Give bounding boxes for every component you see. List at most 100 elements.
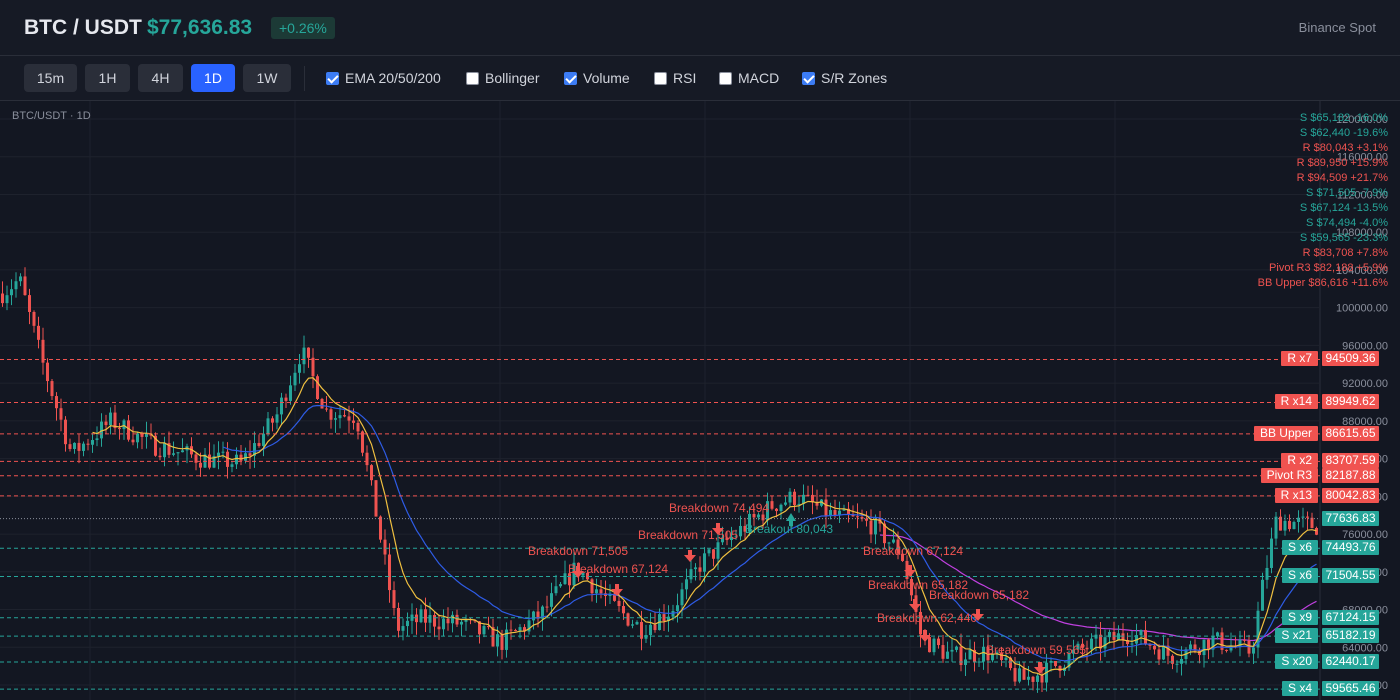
candle-body (136, 433, 139, 443)
level-type-tag: S x4 (1281, 681, 1318, 697)
candle-body (491, 627, 495, 647)
timeframe-1w-button[interactable]: 1W (243, 64, 291, 92)
candle-body (131, 439, 135, 443)
candle-body (334, 418, 337, 420)
y-tick-label: 64000.00 (1342, 642, 1388, 654)
candle-body (397, 608, 400, 631)
candle-body (1103, 637, 1107, 649)
toggle-ema-label: EMA 20/50/200 (345, 70, 441, 86)
candle-body (347, 416, 351, 421)
candle-body (757, 514, 760, 518)
candle-body (1189, 644, 1192, 650)
candle-body (1310, 517, 1314, 528)
candle-body (1211, 636, 1215, 650)
candle-body (581, 572, 585, 576)
candle-body (374, 480, 378, 517)
candle-body (455, 614, 459, 625)
candle-body (734, 536, 738, 538)
sr-zone-item: R $80,043 +3.1% (1302, 142, 1388, 154)
candle-body (860, 517, 864, 519)
candle-body (1076, 643, 1080, 650)
toggle-ema[interactable]: EMA 20/50/200 (326, 69, 441, 87)
checkbox-icon[interactable] (654, 71, 667, 85)
candle-body (91, 440, 94, 445)
candle-body (5, 295, 9, 304)
candle-body (451, 614, 454, 624)
toggle-sr-zones[interactable]: S/R Zones (802, 69, 887, 87)
checkbox-icon[interactable] (802, 71, 815, 85)
candle-body (1171, 655, 1174, 664)
candle-body (586, 572, 589, 580)
candle-body (1166, 645, 1170, 656)
candle-body (266, 418, 270, 434)
candle-body (694, 567, 697, 570)
candle-body (271, 418, 274, 423)
candle-body (194, 454, 198, 463)
candle-body (1261, 579, 1264, 611)
toggle-volume[interactable]: Volume (564, 69, 630, 87)
candle-body (311, 357, 315, 377)
toggle-macd[interactable]: MACD (719, 69, 779, 87)
candle-body (1274, 516, 1278, 539)
candle-body (833, 510, 837, 516)
checkbox-icon[interactable] (719, 71, 732, 85)
arrow-down-icon (572, 566, 584, 578)
candle-body (1202, 639, 1206, 656)
candle-body (761, 514, 765, 521)
candle-body (856, 516, 859, 518)
candle-body (253, 443, 256, 456)
signal-label: Breakdown 59,565 (986, 643, 1086, 657)
checkbox-icon[interactable] (466, 71, 479, 85)
candle-body (113, 412, 117, 429)
signal-label: Breakdown 62,440 (877, 611, 977, 625)
candle-body (1216, 632, 1219, 637)
candle-body (784, 502, 787, 505)
candle-body (140, 433, 144, 437)
candle-body (1279, 516, 1282, 531)
candle-body (635, 621, 639, 625)
chart-symbol-label: BTC/USDT · 1D (12, 110, 91, 122)
candle-body (653, 624, 657, 631)
candle-body (662, 614, 666, 622)
sr-zone-item: S $59,565 -23.3% (1299, 232, 1388, 244)
timeframe-4h-button[interactable]: 4H (138, 64, 183, 92)
checkbox-icon[interactable] (326, 71, 339, 85)
level-price-tag: 77636.83 (1322, 510, 1379, 526)
candle-body (262, 433, 265, 446)
candle-body (968, 649, 972, 660)
level-price-tag: 59565.46 (1322, 681, 1379, 697)
level-type-tag: S x6 (1281, 540, 1318, 556)
candle-body (1022, 668, 1026, 680)
checkbox-icon[interactable] (564, 71, 577, 85)
timeframe-1h-button[interactable]: 1H (85, 64, 130, 92)
candle-body (730, 536, 733, 541)
candle-body (667, 616, 670, 622)
candle-body (676, 605, 679, 611)
candle-body (392, 590, 396, 609)
timeframe-15m-button[interactable]: 15m (24, 64, 77, 92)
candle-body (370, 465, 373, 481)
candle-body (217, 452, 220, 457)
timeframe-1d-button[interactable]: 1D (191, 64, 235, 92)
y-tick-label: 92000.00 (1342, 378, 1388, 390)
toolbar-divider (304, 66, 305, 91)
candle-body (752, 513, 756, 518)
signal-label: Breakdown 74,494 (669, 501, 769, 515)
sr-level-lines (0, 358, 1320, 690)
signal-label: Breakdown 71,505 (638, 528, 738, 542)
sr-zone-item: S $74,494 -4.0% (1306, 217, 1388, 229)
price-chart[interactable]: Breakdown 71,505 Breakdown 74,494 Breakdow… (0, 101, 1400, 700)
candle-body (1157, 649, 1161, 660)
level-type-tag: S x6 (1281, 568, 1318, 584)
toggle-bollinger[interactable]: Bollinger (466, 69, 539, 87)
arrow-down-icon (712, 523, 724, 535)
candle-body (1121, 633, 1125, 641)
candle-body (419, 609, 423, 623)
toggle-macd-label: MACD (738, 70, 780, 86)
candle-body (622, 606, 625, 614)
candle-body (640, 621, 643, 639)
candle-body (806, 494, 810, 496)
candle-body (199, 462, 202, 468)
candle-body (1058, 665, 1062, 672)
toggle-rsi[interactable]: RSI (654, 69, 696, 87)
